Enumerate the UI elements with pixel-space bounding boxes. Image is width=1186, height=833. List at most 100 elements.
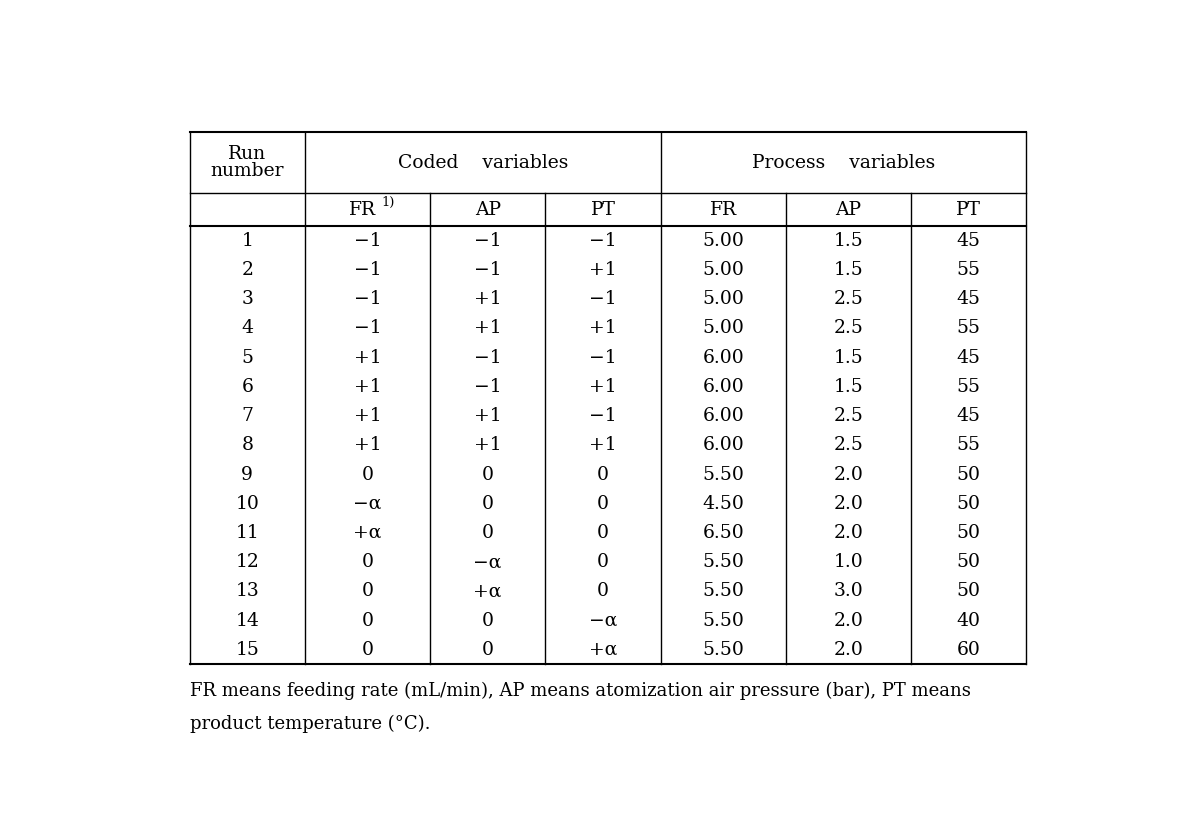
Text: 0: 0 <box>362 611 374 630</box>
Text: AP: AP <box>835 201 861 219</box>
Text: 5.00: 5.00 <box>702 290 744 308</box>
Text: 2.5: 2.5 <box>834 436 863 454</box>
Text: FR: FR <box>709 201 737 219</box>
Text: 6.00: 6.00 <box>702 407 744 425</box>
Text: 5.00: 5.00 <box>702 232 744 250</box>
Text: 0: 0 <box>597 524 610 542</box>
Text: 3: 3 <box>242 290 254 308</box>
Text: PT: PT <box>591 201 616 219</box>
Text: 4: 4 <box>241 320 254 337</box>
Text: 7: 7 <box>241 407 254 425</box>
Text: −α: −α <box>473 553 502 571</box>
Text: 50: 50 <box>956 553 981 571</box>
Text: 50: 50 <box>956 495 981 513</box>
Text: 2.5: 2.5 <box>834 407 863 425</box>
Text: 0: 0 <box>597 553 610 571</box>
Text: 3.0: 3.0 <box>834 582 863 601</box>
Text: 15: 15 <box>235 641 260 659</box>
Text: 1.5: 1.5 <box>834 349 863 367</box>
Text: +1: +1 <box>353 436 381 454</box>
Text: 5: 5 <box>241 349 254 367</box>
Text: 14: 14 <box>235 611 260 630</box>
Text: −1: −1 <box>474 378 502 396</box>
Text: 5.50: 5.50 <box>702 611 744 630</box>
Text: 5.50: 5.50 <box>702 466 744 483</box>
Text: Coded    variables: Coded variables <box>397 153 568 172</box>
Text: 2.5: 2.5 <box>834 290 863 308</box>
Text: FR means feeding rate (mL/min), AP means atomization air pressure (bar), PT mean: FR means feeding rate (mL/min), AP means… <box>190 682 970 701</box>
Text: 45: 45 <box>956 349 981 367</box>
Text: 55: 55 <box>956 436 981 454</box>
Text: −1: −1 <box>474 349 502 367</box>
Text: Run: Run <box>228 145 267 163</box>
Text: −1: −1 <box>474 232 502 250</box>
Text: 1.0: 1.0 <box>834 553 863 571</box>
Text: 1.5: 1.5 <box>834 261 863 279</box>
Text: 5.00: 5.00 <box>702 320 744 337</box>
Text: 0: 0 <box>482 524 493 542</box>
Text: +α: +α <box>473 582 502 601</box>
Text: 5.50: 5.50 <box>702 641 744 659</box>
Text: 2.0: 2.0 <box>834 524 863 542</box>
Text: 8: 8 <box>241 436 254 454</box>
Text: −1: −1 <box>353 320 381 337</box>
Text: 0: 0 <box>362 641 374 659</box>
Text: 1: 1 <box>242 232 254 250</box>
Text: 0: 0 <box>597 466 610 483</box>
Text: 1): 1) <box>381 196 395 208</box>
Text: 0: 0 <box>362 553 374 571</box>
Text: 2.0: 2.0 <box>834 495 863 513</box>
Text: Process    variables: Process variables <box>752 153 935 172</box>
Text: FR: FR <box>350 201 376 219</box>
Text: +α: +α <box>588 641 617 659</box>
Text: 50: 50 <box>956 524 981 542</box>
Text: 40: 40 <box>956 611 981 630</box>
Text: 12: 12 <box>235 553 260 571</box>
Text: 45: 45 <box>956 232 981 250</box>
Text: 11: 11 <box>236 524 260 542</box>
Text: 55: 55 <box>956 320 981 337</box>
Text: +1: +1 <box>589 378 617 396</box>
Text: +1: +1 <box>474 320 502 337</box>
Text: 0: 0 <box>482 611 493 630</box>
Text: PT: PT <box>956 201 981 219</box>
Text: +1: +1 <box>474 407 502 425</box>
Text: +1: +1 <box>589 261 617 279</box>
Text: number: number <box>211 162 283 180</box>
Text: +1: +1 <box>589 320 617 337</box>
Text: 6.00: 6.00 <box>702 349 744 367</box>
Text: −1: −1 <box>474 261 502 279</box>
Text: 50: 50 <box>956 466 981 483</box>
Text: −1: −1 <box>353 232 381 250</box>
Text: −1: −1 <box>589 232 617 250</box>
Text: 0: 0 <box>597 582 610 601</box>
Text: 4.50: 4.50 <box>702 495 744 513</box>
Text: 45: 45 <box>956 407 981 425</box>
Text: −α: −α <box>353 495 382 513</box>
Text: 0: 0 <box>362 582 374 601</box>
Text: −α: −α <box>588 611 617 630</box>
Text: −1: −1 <box>353 290 381 308</box>
Text: 2.0: 2.0 <box>834 611 863 630</box>
Text: +1: +1 <box>474 290 502 308</box>
Text: 0: 0 <box>482 495 493 513</box>
Text: 2.0: 2.0 <box>834 641 863 659</box>
Text: 0: 0 <box>482 641 493 659</box>
Text: +α: +α <box>353 524 382 542</box>
Text: +1: +1 <box>353 349 381 367</box>
Text: 45: 45 <box>956 290 981 308</box>
Text: 6: 6 <box>242 378 254 396</box>
Text: 2.0: 2.0 <box>834 466 863 483</box>
Text: 13: 13 <box>236 582 260 601</box>
Text: −1: −1 <box>589 407 617 425</box>
Text: 5.50: 5.50 <box>702 582 744 601</box>
Text: +1: +1 <box>353 378 381 396</box>
Text: −1: −1 <box>589 290 617 308</box>
Text: 0: 0 <box>482 466 493 483</box>
Text: 5.00: 5.00 <box>702 261 744 279</box>
Text: 9: 9 <box>242 466 254 483</box>
Text: +1: +1 <box>353 407 381 425</box>
Text: 0: 0 <box>597 495 610 513</box>
Text: 6.00: 6.00 <box>702 378 744 396</box>
Text: −1: −1 <box>589 349 617 367</box>
